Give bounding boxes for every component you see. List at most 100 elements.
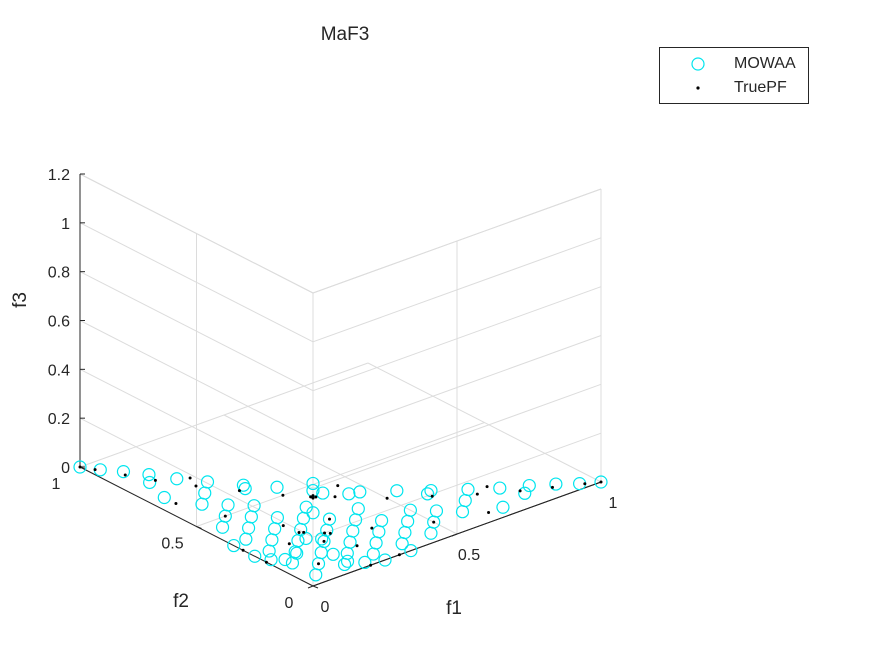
y-tick-mark [196, 526, 202, 529]
data-point-truepf [314, 495, 318, 499]
data-point-mowaa [404, 544, 418, 558]
data-point-mowaa [294, 522, 308, 537]
grid-line [367, 362, 602, 483]
data-point-truepf [328, 531, 332, 535]
z-axis-label: f3 [10, 292, 31, 308]
box-edge [312, 188, 602, 294]
data-point-mowaa [221, 498, 235, 512]
x-tick-label: 0 [321, 599, 330, 616]
data-point-mowaa [314, 545, 328, 560]
data-point-truepf [518, 489, 522, 493]
data-point-mowaa [340, 554, 355, 568]
data-point-mowaa [264, 553, 278, 567]
data-point-mowaa [496, 500, 510, 514]
data-point-mowaa [195, 497, 209, 511]
data-point-truepf [317, 562, 320, 566]
data-point-truepf [485, 485, 489, 489]
data-point-truepf [333, 495, 337, 499]
data-point-mowaa [343, 535, 357, 549]
axes [79, 174, 602, 587]
data-point-mowaa [299, 531, 313, 546]
y-tick-label: 0.5 [161, 536, 183, 553]
data-point-mowaa [215, 520, 230, 534]
x-tick-mark [307, 585, 314, 589]
data-point-mowaa [378, 553, 392, 567]
data-point-mowaa [315, 532, 329, 546]
box-edge [79, 173, 314, 294]
grid-line [196, 422, 485, 527]
grid-line [312, 335, 602, 440]
data-point-mowaa [320, 523, 334, 537]
data-point-mowaa [337, 557, 352, 572]
data-point-mowaa [316, 486, 330, 500]
x-axis-label: f1 [446, 598, 462, 619]
data-point-mowaa [401, 514, 415, 528]
data-point-truepf [323, 531, 327, 535]
data-point-mowaa [366, 547, 380, 561]
data-point-mowaa [326, 547, 340, 561]
data-point-mowaa [227, 538, 241, 553]
data-point-truepf [487, 510, 491, 514]
x-tick-mark [451, 533, 458, 537]
data-point-truepf [281, 493, 285, 497]
data-point-mowaa [342, 487, 356, 501]
z-tick-label: 0.4 [48, 362, 70, 379]
grid-lines [79, 173, 602, 587]
grid-line [312, 237, 602, 343]
data-point-truepf [583, 482, 587, 486]
data-point-mowaa [594, 475, 608, 489]
z-tick-label: 0.2 [48, 411, 70, 428]
data-point-mowaa [296, 511, 311, 525]
data-points [73, 460, 608, 582]
data-point-mowaa [142, 468, 156, 482]
data-point-truepf [93, 468, 97, 472]
data-point-truepf [188, 476, 192, 480]
data-point-mowaa [424, 526, 438, 540]
data-point-truepf [311, 494, 315, 498]
data-point-mowaa [278, 552, 292, 567]
x-tick-label: 1 [609, 495, 618, 512]
data-point-mowaa [372, 525, 386, 539]
z-tick-label: 1 [61, 216, 70, 233]
data-point-mowaa [270, 510, 284, 525]
data-point-mowaa [518, 486, 532, 500]
data-point-mowaa [522, 478, 536, 493]
data-point-truepf [123, 473, 127, 477]
y-tick-label: 0 [285, 595, 294, 612]
data-point-mowaa [375, 513, 389, 528]
data-point-mowaa [340, 546, 354, 560]
x-tick-label: 0.5 [458, 547, 480, 564]
data-point-truepf [281, 524, 285, 528]
data-point-mowaa [358, 555, 372, 569]
z-tick-label: 0 [61, 460, 70, 477]
data-point-mowaa [309, 568, 323, 582]
data-point-truepf [599, 480, 603, 484]
series-mowaa [73, 460, 608, 582]
data-point-mowaa [198, 486, 212, 500]
y-axis-label: f2 [173, 591, 189, 612]
data-point-mowaa [291, 534, 305, 548]
grid-line [79, 271, 314, 392]
data-point-mowaa [390, 484, 404, 498]
data-point-truepf [237, 489, 241, 493]
data-point-mowaa [242, 521, 256, 535]
data-point-truepf [78, 465, 82, 469]
data-point-truepf [355, 544, 359, 548]
z-tick-label: 0.8 [48, 265, 70, 282]
data-point-mowaa [116, 465, 131, 479]
data-point-truepf [475, 492, 479, 496]
data-point-mowaa [268, 522, 282, 536]
data-point-truepf [430, 494, 434, 498]
data-point-mowaa [265, 533, 279, 547]
data-point-truepf [328, 517, 331, 521]
data-point-truepf [369, 563, 373, 567]
grid-line [312, 383, 602, 489]
data-point-truepf [432, 520, 436, 524]
data-point-mowaa [398, 525, 412, 540]
grid-line [79, 320, 314, 440]
z-tick-label: 1.2 [48, 167, 70, 184]
data-point-mowaa [239, 532, 253, 546]
y-tick-label: 1 [52, 476, 61, 493]
circle-marker-icon [691, 57, 705, 71]
data-point-mowaa [429, 504, 444, 518]
